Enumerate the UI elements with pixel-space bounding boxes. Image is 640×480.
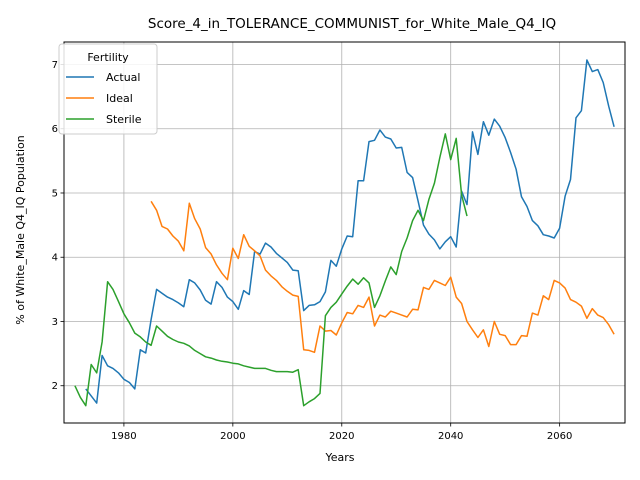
grid: [64, 42, 625, 423]
plot-frame: [63, 41, 626, 424]
legend-label-actual: Actual: [106, 71, 140, 84]
y-tick-label: 4: [52, 253, 58, 264]
legend-label-ideal: Ideal: [106, 92, 133, 105]
series-line-ideal: [150, 200, 615, 354]
y-tick-label: 3: [52, 317, 58, 328]
y-tick-label: 7: [52, 60, 58, 71]
y-tick-label: 6: [52, 124, 58, 135]
y-tick-label: 5: [52, 188, 58, 199]
y-axis-label: % of White_Male Q4_IQ Population: [14, 135, 27, 324]
series-line-sterile: [74, 133, 468, 407]
legend: Fertility Actual Ideal Sterile: [58, 43, 158, 135]
chart-title: Score_4_in_TOLERANCE_COMMUNIST_for_White…: [148, 16, 556, 32]
series-layer: [74, 59, 615, 407]
legend-items: Actual Ideal Sterile: [66, 71, 142, 126]
x-tick-label: 2060: [547, 431, 572, 442]
x-tick-label: 2000: [220, 431, 245, 442]
y-tick-label: 2: [52, 381, 58, 392]
x-tick-label: 2020: [329, 431, 354, 442]
legend-title: Fertility: [87, 51, 129, 64]
legend-frame: [58, 43, 158, 135]
axis-ticks: 1980 2000 2020 2040 2060 2 3 4 5 6 7: [52, 60, 573, 442]
legend-label-sterile: Sterile: [106, 113, 142, 126]
series-line-actual: [85, 59, 615, 404]
x-tick-label: 1980: [111, 431, 136, 442]
x-tick-label: 2040: [438, 431, 463, 442]
x-axis-label: Years: [324, 451, 354, 464]
